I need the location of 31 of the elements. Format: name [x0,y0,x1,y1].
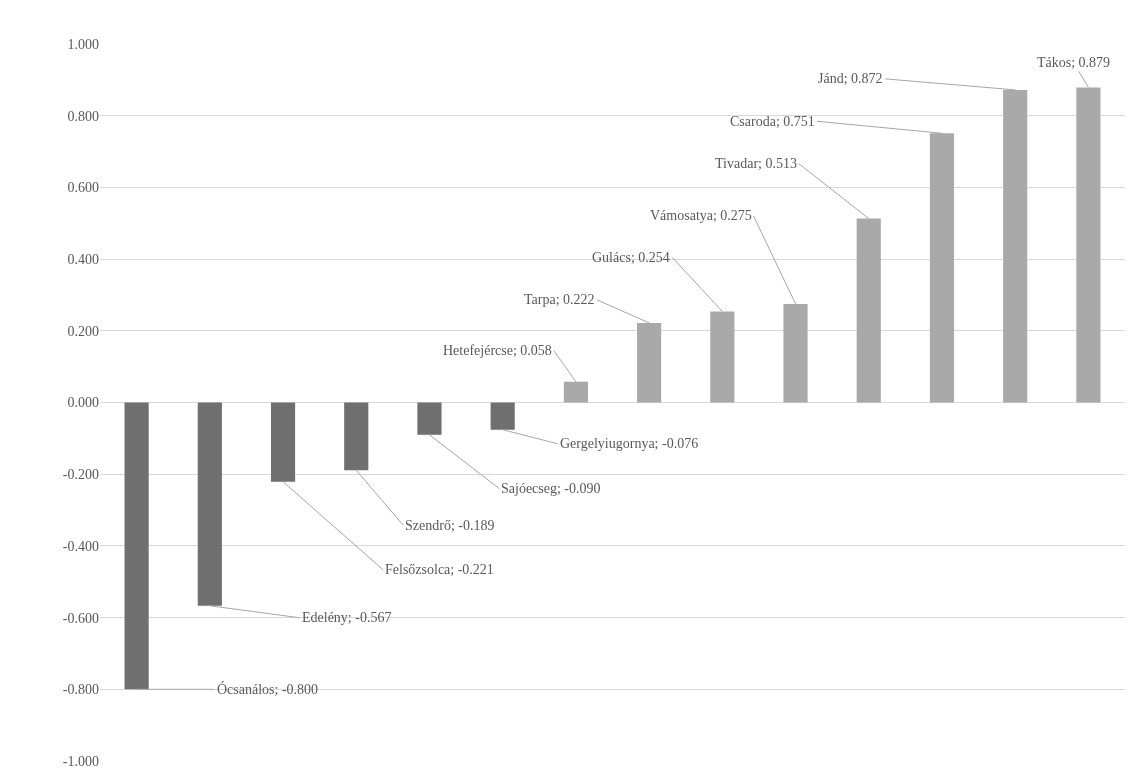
data-label: Ócsanálos; -0.800 [217,681,319,697]
y-tick-label: 0.200 [67,323,99,339]
y-tick-label: -0.600 [62,610,99,626]
bar [344,402,369,471]
bar [490,402,515,430]
data-label: Gulács; 0.254 [592,250,670,265]
data-label: Sajóecseg; -0.090 [501,481,601,496]
data-label: Edelény; -0.567 [302,610,392,625]
bar [270,402,296,482]
y-tick-label: -1.000 [62,753,99,769]
data-label: Szendrő; -0.189 [405,518,495,533]
y-tick-label: 0.800 [67,108,99,124]
bar [417,402,442,435]
data-label: Hetefejércse; 0.058 [443,343,552,358]
bar [197,402,222,606]
data-label: Tarpa; 0.222 [524,292,595,307]
y-tick-label: -0.800 [62,682,99,698]
y-tick-label: 1.000 [67,36,99,52]
data-label: Jánd; 0.872 [818,71,883,86]
y-tick-label: 0.400 [67,252,99,267]
data-label: Vámosatya; 0.275 [650,208,752,223]
y-tick-label: 0.000 [67,395,99,411]
y-tick-label: -0.200 [62,467,99,483]
data-label: Felsőzsolca; -0.221 [385,562,494,577]
data-label: Csaroda; 0.751 [730,114,815,129]
y-tick-label: 0.600 [67,180,99,196]
bar [124,402,149,690]
data-label: Tákos; 0.879 [1037,55,1111,70]
data-label: Tivadar; 0.513 [715,156,797,171]
y-tick-label: -0.400 [62,538,99,554]
data-label: Gergelyiugornya; -0.076 [560,436,699,451]
